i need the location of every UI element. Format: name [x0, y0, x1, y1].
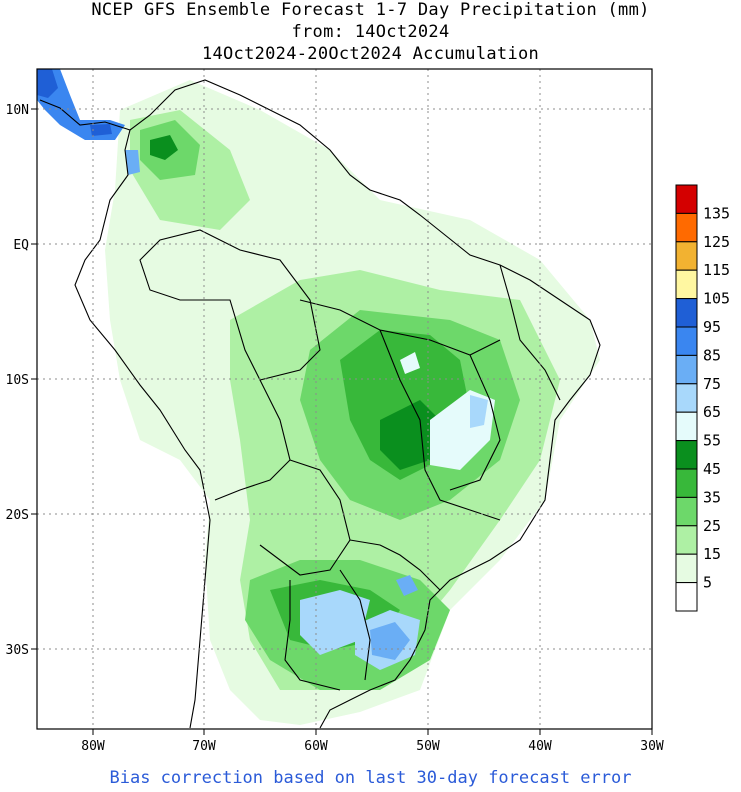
lon-label-40w: 40W [528, 739, 552, 754]
legend-label-45: 45 [703, 460, 721, 478]
legend-label-5: 5 [703, 574, 712, 592]
axis-ticks [31, 108, 653, 735]
map-title-line-2: from: 14Oct2024 [291, 22, 450, 42]
legend-label-135: 135 [703, 204, 730, 222]
legend-swatch-6 [675, 354, 698, 385]
legend-swatch-8 [675, 411, 698, 442]
legend-label-65: 65 [703, 403, 721, 421]
legend-label-115: 115 [703, 261, 730, 279]
lon-label-50w: 50W [416, 739, 440, 754]
map-title-line-3: 14Oct2024-20Oct2024 Accumulation [201, 44, 540, 64]
legend-label-25: 25 [703, 517, 721, 535]
legend-label-95: 95 [703, 318, 721, 336]
legend-label-105: 105 [703, 290, 730, 308]
legend-swatch-1 [675, 212, 698, 243]
legend-swatch-13 [675, 553, 698, 584]
lon-label-60w: 60W [304, 739, 328, 754]
legend-swatch-10 [675, 468, 698, 498]
lon-label-30w: 30W [640, 739, 664, 754]
lat-label-30s: 30S [6, 643, 29, 658]
legend-swatch-11 [675, 496, 698, 527]
legend-swatch-5 [675, 326, 698, 356]
map-panel: 80W 70W 60W 50W 40W 30W 10N EQ 10S 20S 3… [6, 68, 664, 754]
legend-swatch-7 [675, 383, 698, 413]
legend-label-55: 55 [703, 432, 721, 450]
legend-swatch-2 [675, 241, 698, 271]
lat-label-20s: 20S [6, 508, 29, 523]
legend-label-35: 35 [703, 488, 721, 506]
lat-label-eq: EQ [13, 238, 29, 253]
legend-swatch-14 [675, 582, 698, 612]
color-legend: 135 125 115 105 95 85 75 65 55 45 35 25 15 5 [675, 184, 730, 612]
land-borders [39, 79, 601, 729]
graticule [37, 69, 652, 729]
lon-label-70w: 70W [192, 739, 216, 754]
legend-swatch-12 [675, 525, 698, 555]
map-frame [36, 68, 653, 730]
precip-shading [37, 69, 600, 725]
lon-label-80w: 80W [81, 739, 105, 754]
legend-swatch-0 [675, 184, 698, 214]
lat-label-10s: 10S [6, 373, 29, 388]
legend-label-85: 85 [703, 346, 721, 364]
legend-swatch-4 [675, 298, 698, 328]
bias-correction-note: Bias correction based on last 30-day for… [109, 768, 632, 788]
legend-label-125: 125 [703, 233, 730, 251]
legend-label-15: 15 [703, 545, 721, 563]
legend-swatch-9 [675, 440, 698, 470]
legend-label-75: 75 [703, 375, 721, 393]
legend-swatch-3 [675, 269, 698, 300]
map-title-line-1: NCEP GFS Ensemble Forecast 1-7 Day Preci… [91, 0, 650, 20]
lat-label-10n: 10N [6, 103, 29, 118]
